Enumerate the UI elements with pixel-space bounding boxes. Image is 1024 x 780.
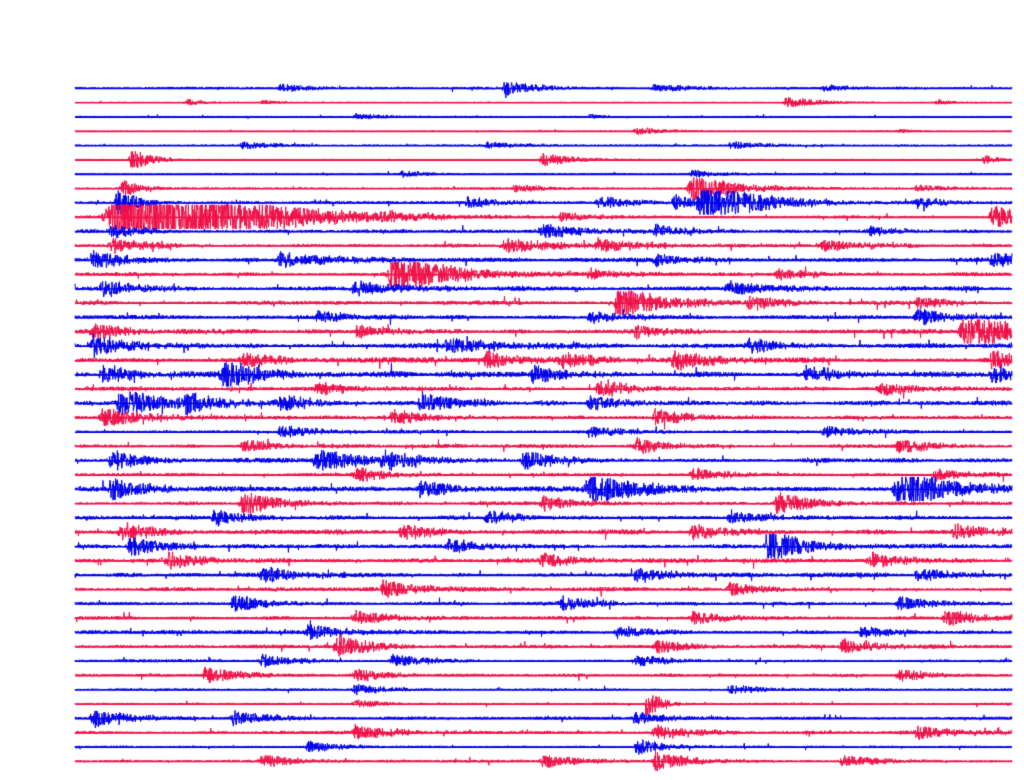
helicorder-plot: HT Sochos (Halkidiki) Applied filter: WW…	[0, 0, 1024, 780]
seismogram-traces	[0, 0, 1024, 780]
